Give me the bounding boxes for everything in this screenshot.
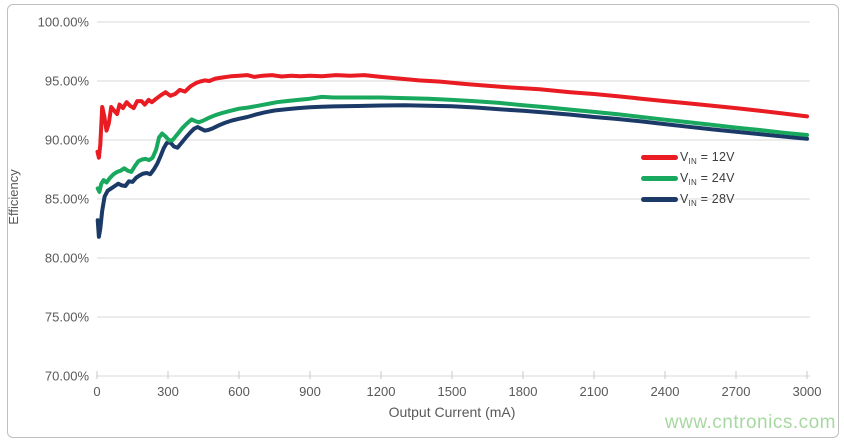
y-tick-label: 90.00% — [45, 133, 90, 148]
y-tick-label: 80.00% — [45, 251, 90, 266]
x-tick-label: 600 — [228, 384, 250, 399]
y-tick-label: 75.00% — [45, 310, 90, 325]
x-tick-label: 1500 — [438, 384, 467, 399]
x-tick-label: 300 — [157, 384, 179, 399]
legend-swatch — [641, 155, 678, 160]
gridlines — [97, 21, 810, 377]
legend: VIN = 12V VIN = 24V VIN = 28V — [641, 147, 735, 210]
series-lines — [95, 73, 809, 239]
y-tick-label: 70.00% — [45, 369, 90, 384]
y-tick-label: 100.00% — [38, 15, 90, 30]
series-line-24v — [95, 94, 809, 194]
x-axis-title: Output Current (mA) — [388, 404, 516, 420]
x-tick-marks — [96, 371, 808, 379]
x-tick-label: 900 — [299, 384, 321, 399]
x-tick-label: 1800 — [509, 384, 538, 399]
y-axis-title: Efficiency — [6, 169, 21, 225]
legend-item: VIN = 12V — [641, 147, 735, 168]
x-tick-label: 0 — [93, 384, 100, 399]
legend-label: VIN = 28V — [680, 191, 735, 208]
x-tick-label: 2700 — [722, 384, 751, 399]
x-tick-label: 2400 — [651, 384, 680, 399]
legend-swatch — [641, 176, 678, 181]
series-line-28v — [95, 103, 809, 239]
x-tick-label: 3000 — [793, 384, 822, 399]
series-line-12v — [95, 73, 809, 160]
legend-swatch — [641, 197, 678, 202]
x-axis-tick-labels: 0 300 600 900 1200 1500 1800 2100 2400 2700 3000 — [93, 384, 821, 399]
y-axis-tick-labels: 100.00% 95.00% 90.00% 85.00% 80.00% 75.00% 70.… — [38, 15, 90, 384]
x-tick-label: 2100 — [580, 384, 609, 399]
legend-item: VIN = 28V — [641, 189, 735, 210]
legend-label: VIN = 12V — [680, 149, 735, 166]
y-tick-label: 85.00% — [45, 192, 90, 207]
legend-label: VIN = 24V — [680, 170, 735, 187]
legend-item: VIN = 24V — [641, 168, 735, 189]
x-tick-label: 1200 — [367, 384, 396, 399]
watermark-text: www.cntronics.com — [664, 412, 836, 433]
y-tick-label: 95.00% — [45, 74, 90, 89]
